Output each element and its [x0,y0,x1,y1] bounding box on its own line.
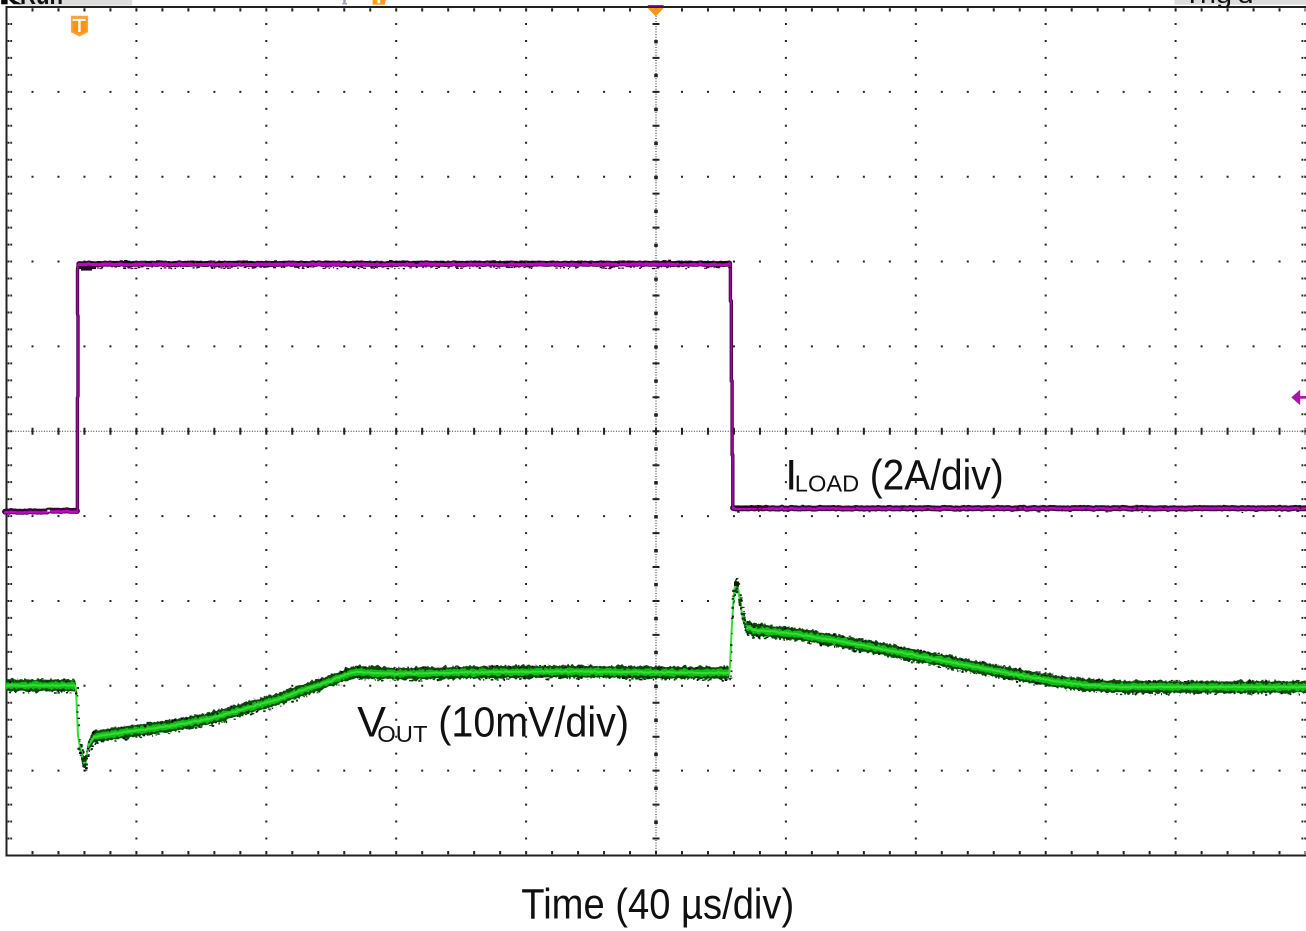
svg-text:I: I [785,451,797,499]
svg-text:(10mV/div): (10mV/div) [438,699,629,747]
svg-text:OUT: OUT [377,721,427,747]
svg-text:Trig'd: Trig'd [1184,0,1254,9]
svg-text:Run: Run [20,0,63,10]
svg-text:V: V [357,699,386,747]
svg-text:LOAD: LOAD [795,471,859,497]
svg-text:(2A/div): (2A/div) [870,451,1004,499]
svg-text:Time (40 µs/div): Time (40 µs/div) [521,881,794,929]
